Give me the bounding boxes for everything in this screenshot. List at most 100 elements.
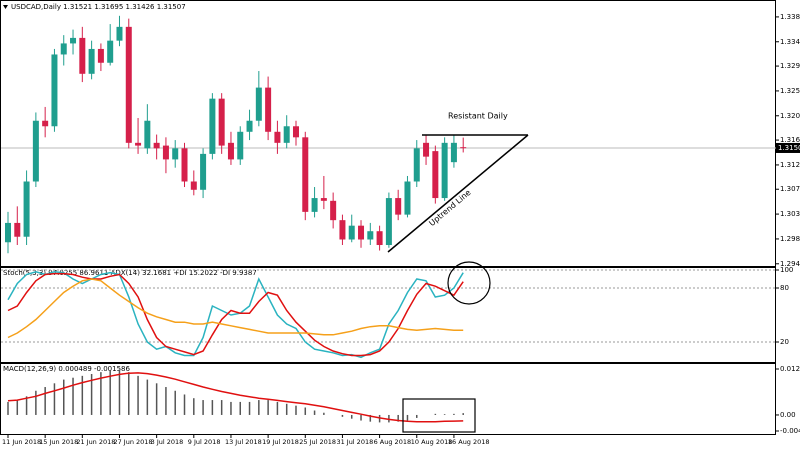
candle-body — [395, 198, 402, 215]
plot-layer: 1.33880 1.33430 1.32990 1.32540 1.32090 1.316… — [1, 13, 800, 446]
price-panel — [0, 0, 776, 267]
y-tick-label: 1.30310 — [780, 210, 800, 218]
candle-body — [385, 198, 392, 246]
chart-title: USDCAD,Daily 1.31521 1.31695 1.31426 1.3… — [11, 3, 186, 11]
signal-line — [7, 372, 464, 423]
candle-body — [218, 98, 225, 146]
highlight-circle — [447, 261, 491, 305]
candle-body — [181, 148, 188, 182]
last-price-box — [776, 142, 800, 153]
y-tick-label: 1.31650 — [780, 136, 800, 144]
candle-body — [172, 148, 179, 160]
candle-body — [162, 145, 169, 160]
y-tick-label: 20 — [780, 338, 789, 346]
candle-body — [153, 142, 160, 149]
menu-arrow — [3, 5, 8, 9]
candle-body — [135, 142, 142, 146]
y-tick-label: 80 — [780, 284, 789, 292]
x-tick-label: 15 Jun 2018 — [39, 438, 78, 446]
x-tick-label: 27 Jun 2018 — [113, 438, 152, 446]
candle-body — [423, 142, 430, 157]
candle-body — [348, 225, 355, 240]
indicator-line — [7, 272, 464, 357]
candle-body — [125, 26, 132, 143]
x-tick-label: 19 Jul 2018 — [262, 438, 299, 446]
y-tick-label: 1.29860 — [780, 235, 800, 243]
y-tick-label: 1.31200 — [780, 161, 800, 169]
x-tick-label: 13 Jul 2018 — [225, 438, 262, 446]
candle-body — [79, 37, 86, 74]
y-tick-label: 1.30760 — [780, 185, 800, 193]
y-tick-label: -0.004307 — [780, 427, 800, 435]
highlight-box — [402, 398, 476, 433]
candle-body — [51, 54, 58, 127]
candle-body — [265, 87, 272, 132]
x-tick-label: 16 Aug 2018 — [448, 438, 490, 446]
candle-body — [70, 37, 77, 44]
stoch-title: Stoch(5,3,3) 97.0255 86.9611 ADX(14) 32.… — [3, 269, 257, 277]
candle-body — [460, 147, 467, 149]
candle-body — [32, 120, 39, 182]
candle-body — [283, 126, 290, 143]
candle-body — [292, 126, 299, 138]
y-tick-label: 0.012341 — [780, 365, 800, 373]
x-tick-label: 25 Jul 2018 — [299, 438, 336, 446]
y-tick-label: 1.33430 — [780, 38, 800, 46]
indicator-line — [7, 271, 464, 359]
candle-body — [274, 131, 281, 143]
candle-body — [97, 48, 104, 63]
x-tick-label: 3 Jul 2018 — [151, 438, 184, 446]
stoch-panel — [0, 267, 776, 363]
candle-body — [376, 231, 383, 246]
candle-body — [367, 231, 374, 240]
candle-body — [404, 181, 411, 215]
y-tick-label: 1.33880 — [780, 13, 800, 21]
candle-body — [302, 137, 309, 212]
candle-body — [107, 40, 114, 63]
candle-body — [116, 26, 123, 41]
macd-panel — [0, 363, 776, 435]
y-tick-label: 100 — [780, 266, 793, 274]
candle-body — [227, 142, 234, 160]
candle-body — [60, 43, 67, 55]
y-tick-label: 1.29410 — [780, 260, 800, 268]
candle-body — [432, 151, 439, 199]
candle-body — [255, 87, 262, 121]
indicator-line — [7, 278, 464, 339]
candle-body — [450, 142, 457, 163]
candle-body — [14, 222, 21, 237]
candle-body — [5, 222, 11, 243]
x-tick-label: 21 Jun 2018 — [76, 438, 115, 446]
candle-body — [311, 198, 318, 212]
macd-title: MACD(12,26,9) 0.000489 -0.001586 — [3, 365, 130, 373]
candle-body — [320, 198, 327, 201]
y-tick-label: 1.32090 — [780, 112, 800, 120]
candle-body — [88, 48, 95, 74]
candle-body — [413, 148, 420, 182]
uptrend-line — [387, 134, 529, 253]
candle-body — [209, 98, 216, 154]
y-tick-label: 1.32540 — [780, 87, 800, 95]
candle-body — [23, 181, 30, 237]
x-tick-label: 31 Jul 2018 — [336, 438, 373, 446]
x-tick-label: 10 Aug 2018 — [411, 438, 453, 446]
x-tick-label: 9 Jul 2018 — [188, 438, 221, 446]
candle-body — [190, 181, 197, 190]
candle-body — [200, 153, 207, 190]
last-price-label: 1.31507 — [778, 144, 800, 152]
annotation: Resistant Daily — [448, 112, 508, 121]
y-tick-label: 0.00 — [780, 411, 796, 419]
candle-body — [237, 131, 244, 160]
candle-body — [144, 120, 151, 149]
x-tick-label: 6 Aug 2018 — [374, 438, 412, 446]
y-tick-label: 1.32990 — [780, 62, 800, 70]
candle-body — [330, 200, 337, 221]
candle-body — [339, 220, 346, 240]
candle-body — [246, 120, 253, 132]
candle-body — [42, 120, 49, 127]
candle-body — [441, 142, 448, 199]
candle-body — [358, 225, 365, 240]
x-tick-label: 11 Jun 2018 — [2, 438, 41, 446]
